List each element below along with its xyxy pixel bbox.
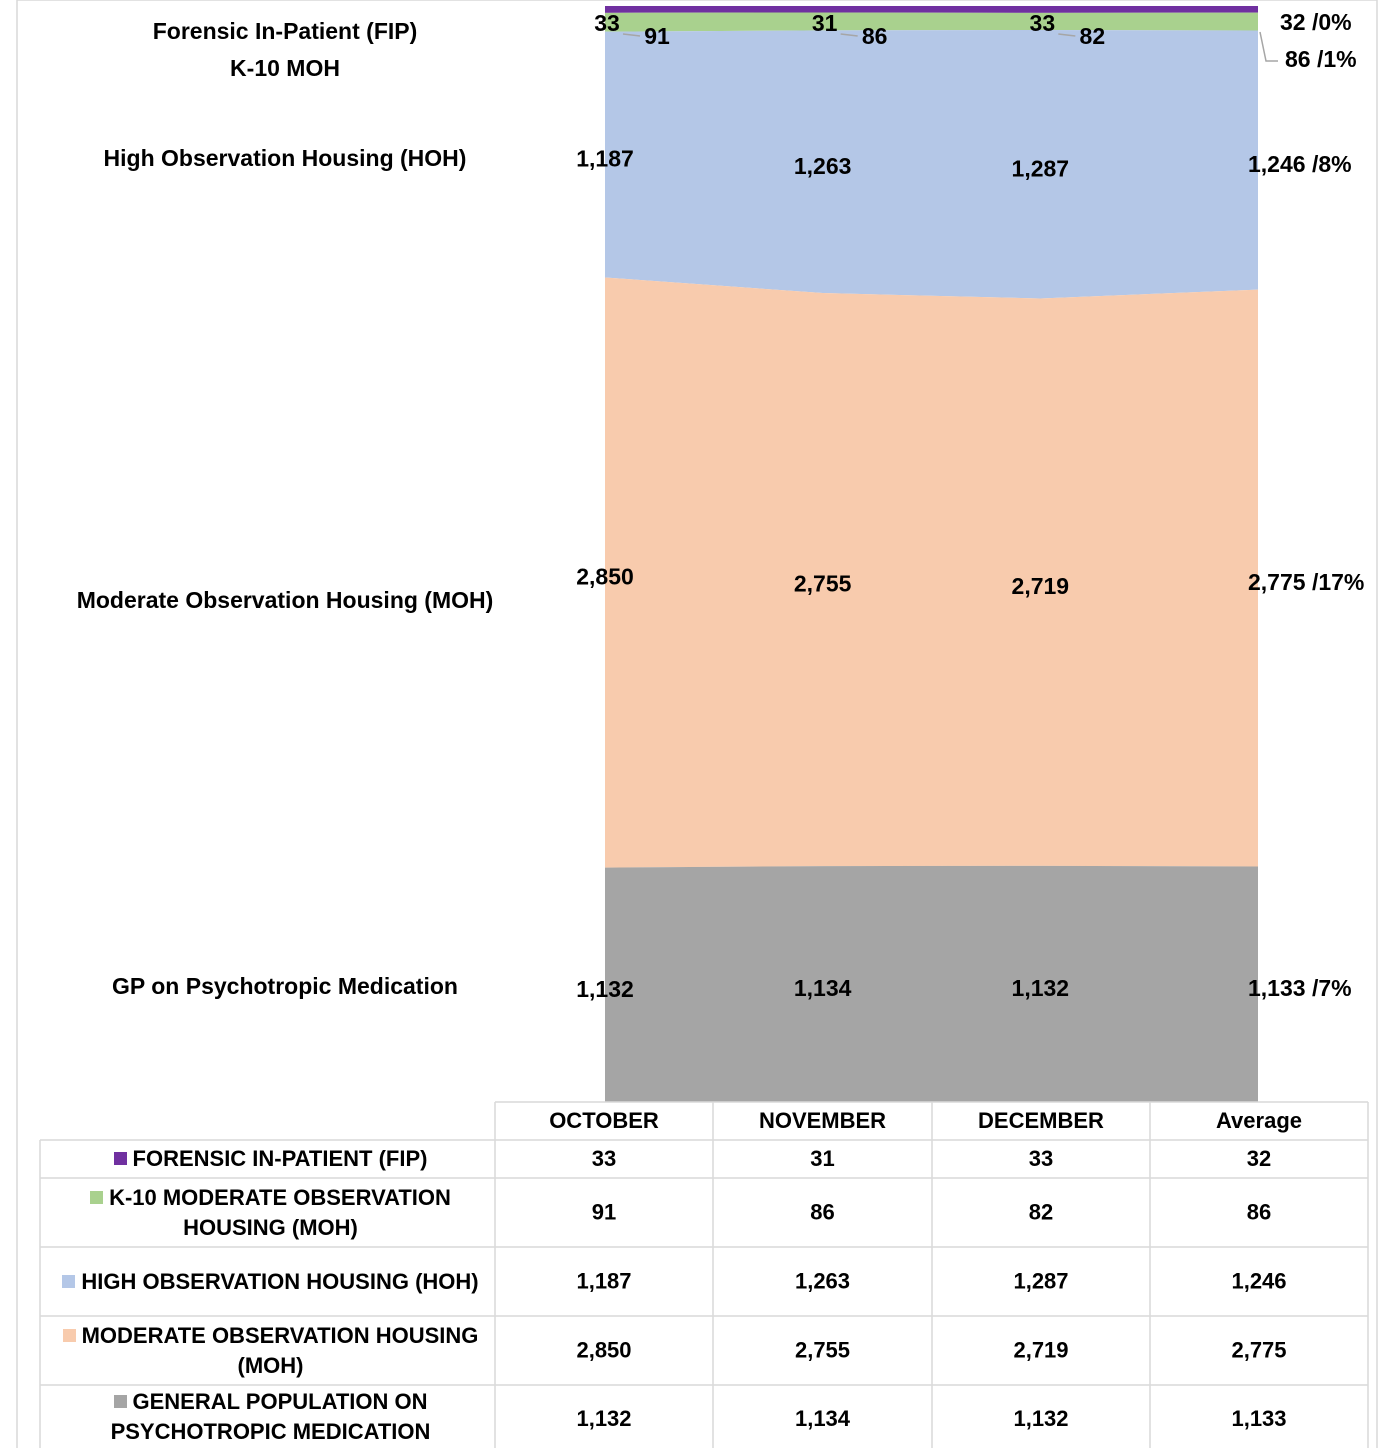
legend-swatch [62, 1274, 76, 1288]
legend-swatch [62, 1328, 76, 1342]
leader-line [840, 33, 858, 37]
area [605, 12, 1258, 32]
legend-label: FORENSIC IN-PATIENT (FIP) [132, 1146, 428, 1171]
table-cell: 32 [1247, 1146, 1271, 1171]
leader-line [1259, 31, 1278, 62]
data-label-share: /17% [1312, 569, 1364, 595]
data-label: 1,187 [576, 146, 634, 172]
series-label: High Observation Housing (HOH) [104, 145, 467, 171]
table-row-label-text: MODERATE OBSERVATION HOUSING (MOH) [60, 1321, 481, 1381]
table-row-label: GENERAL POPULATION ON PSYCHOTROPIC MEDIC… [40, 1385, 495, 1448]
table-cell: 31 [810, 1146, 834, 1171]
table-row-label: MODERATE OBSERVATION HOUSING (MOH) [40, 1316, 495, 1385]
table-cell: 1,134 [795, 1406, 851, 1431]
legend-label: HIGH OBSERVATION HOUSING (HOH) [81, 1268, 479, 1294]
table-cell: 82 [1029, 1199, 1053, 1224]
table-header: Average [1216, 1108, 1302, 1133]
table-cell: 2,775 [1231, 1337, 1286, 1362]
data-label: 1,246 /8% [1248, 151, 1352, 177]
data-label: 86 /1% [1285, 46, 1357, 72]
area [605, 865, 1258, 1102]
data-label-value: 2,775 [1248, 569, 1306, 595]
table-cell: 2,850 [576, 1337, 631, 1362]
data-label: 2,719 [1012, 573, 1070, 599]
table-row-label-cell: HIGH OBSERVATION HOUSING (HOH) [40, 1247, 495, 1316]
area [605, 6, 1258, 13]
data-label: 2,775 /17% [1248, 569, 1364, 595]
data-label-value: 1,133 [1248, 975, 1306, 1001]
table-row-label: HIGH OBSERVATION HOUSING (HOH) [40, 1247, 495, 1316]
legend-label: K-10 MODERATE OBSERVATION HOUSING (MOH) [109, 1184, 451, 1240]
table-row-label-cell: FORENSIC IN-PATIENT (FIP) [40, 1140, 495, 1178]
table-cell: 1,132 [576, 1406, 631, 1431]
series-label: Moderate Observation Housing (MOH) [77, 587, 494, 613]
data-label-share: /7% [1312, 975, 1352, 1001]
table-cell: 2,719 [1013, 1337, 1068, 1362]
legend-swatch [113, 1152, 127, 1165]
data-label: 1,287 [1012, 155, 1070, 181]
data-label-value: 1,246 [1248, 151, 1306, 177]
table-row-label-text: GENERAL POPULATION ON PSYCHOTROPIC MEDIC… [60, 1387, 481, 1447]
table-cell: 2,755 [795, 1337, 850, 1362]
legend-label: MODERATE OBSERVATION HOUSING (MOH) [81, 1322, 479, 1378]
series-label: K-10 MOH [230, 55, 340, 81]
data-label: 1,134 [794, 975, 852, 1001]
table-cell: 1,187 [576, 1268, 631, 1293]
table-row-label-cell: MODERATE OBSERVATION HOUSING (MOH) [40, 1316, 495, 1385]
legend-swatch [113, 1394, 127, 1408]
table-cell: 86 [1247, 1199, 1271, 1224]
data-label: 2,755 [794, 571, 852, 597]
table-cell: 91 [592, 1199, 616, 1224]
table-row-label-cell: GENERAL POPULATION ON PSYCHOTROPIC MEDIC… [40, 1385, 495, 1448]
table-cell: 1,287 [1013, 1268, 1068, 1293]
data-label-share: /1% [1317, 46, 1357, 72]
chart-frame [16, 0, 1378, 1448]
data-label: 1,263 [794, 153, 852, 179]
data-label: 82 [1080, 23, 1106, 49]
series-label: Forensic In-Patient (FIP) [153, 18, 418, 44]
data-label: 91 [644, 23, 670, 49]
data-label: 33 [594, 10, 620, 36]
table-row-label-text: HIGH OBSERVATION HOUSING (HOH) [62, 1267, 479, 1297]
data-label: 1,132 [576, 976, 634, 1002]
table-header: NOVEMBER [759, 1108, 886, 1133]
data-label: 33 [1030, 10, 1056, 36]
series-label: GP on Psychotropic Medication [112, 973, 458, 999]
table-header: DECEMBER [978, 1108, 1104, 1133]
table-header: OCTOBER [549, 1108, 659, 1133]
table-row-label: K-10 MODERATE OBSERVATION HOUSING (MOH) [40, 1178, 495, 1247]
data-label-share: /8% [1312, 151, 1352, 177]
legend-swatch [90, 1190, 104, 1204]
data-label: 32 /0% [1280, 9, 1352, 35]
table-row-label-text: FORENSIC IN-PATIENT (FIP) [113, 1144, 428, 1174]
table-cell: 1,263 [795, 1268, 850, 1293]
table-cell: 33 [1029, 1146, 1053, 1171]
leader-line [1058, 33, 1076, 37]
table-row-label: FORENSIC IN-PATIENT (FIP) [40, 1140, 495, 1178]
table-row-label-cell: K-10 MODERATE OBSERVATION HOUSING (MOH) [40, 1178, 495, 1247]
table-cell: 1,246 [1231, 1268, 1286, 1293]
data-label: 86 [862, 23, 888, 49]
legend-label: GENERAL POPULATION ON PSYCHOTROPIC MEDIC… [110, 1388, 431, 1444]
data-label: 31 [812, 10, 838, 36]
data-label: 1,133 /7% [1248, 975, 1352, 1001]
table-row-label-text: K-10 MODERATE OBSERVATION HOUSING (MOH) [60, 1183, 481, 1243]
data-label-value: 32 [1280, 9, 1306, 35]
data-label: 1,132 [1012, 975, 1070, 1001]
leader-line [622, 33, 641, 37]
area [605, 277, 1258, 868]
table-cell: 1,132 [1013, 1406, 1068, 1431]
area [605, 29, 1258, 299]
data-label: 2,850 [576, 564, 634, 590]
table-cell: 33 [592, 1146, 616, 1171]
table-cell: 86 [810, 1199, 834, 1224]
data-label-share: /0% [1312, 9, 1352, 35]
table-cell: 1,133 [1231, 1406, 1286, 1431]
data-label-value: 86 [1285, 46, 1311, 72]
